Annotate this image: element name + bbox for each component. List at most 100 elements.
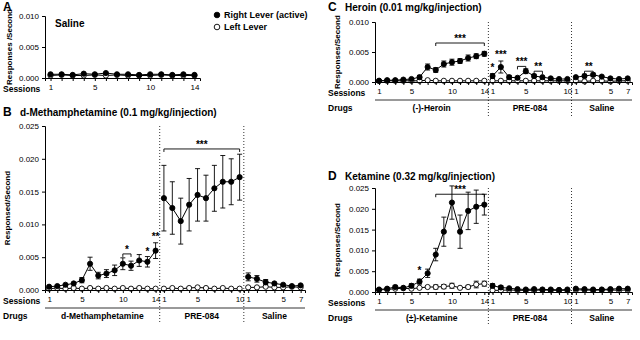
error-cap (120, 269, 125, 270)
y-axis-title: Responses/Second (333, 15, 342, 89)
data-point (104, 271, 109, 276)
data-point (137, 73, 142, 78)
y-tick-label: 0.005 (349, 267, 370, 276)
error-cap (433, 248, 438, 249)
x-tick-mark (139, 78, 140, 81)
error-cap (246, 272, 251, 273)
error-cap (203, 221, 208, 222)
significance-label: *** (454, 33, 466, 44)
x-tick: 1 (377, 82, 382, 96)
y-tick-label: 0.010 (19, 12, 40, 21)
data-point (79, 278, 84, 283)
x-tick-mark (115, 290, 116, 293)
drug-label: PRE-084 (513, 103, 548, 113)
data-point (385, 286, 390, 291)
error-cap (195, 221, 200, 222)
y-tick-label: 0.000 (349, 288, 370, 297)
x-tick (223, 290, 224, 293)
legend-label: Left Lever (224, 22, 268, 32)
error-bar (212, 165, 217, 211)
y-tick-label: 0.010 (19, 220, 40, 229)
data-point (482, 51, 487, 56)
x-tick (161, 78, 162, 81)
error-bar (112, 265, 117, 275)
x-tick-label: 5 (524, 87, 529, 96)
x-tick: 5 (609, 292, 614, 306)
error-bar (498, 61, 503, 73)
x-tick (139, 78, 140, 81)
drug-label: Saline (589, 313, 614, 323)
x-tick: 5 (410, 292, 415, 306)
data-point (289, 284, 294, 289)
data-point (254, 276, 259, 281)
error-cap (120, 257, 125, 258)
x-tick-mark (128, 78, 129, 81)
y-tick: 0.000 (349, 288, 375, 297)
x-tick (131, 290, 132, 293)
y-tick-mark (42, 47, 45, 48)
data-point (46, 284, 51, 289)
data-point (298, 283, 303, 288)
x-tick-mark (526, 292, 527, 295)
y-tick-mark (42, 159, 45, 160)
error-bar (449, 59, 454, 65)
segment-separator (488, 188, 489, 326)
data-point (401, 77, 406, 82)
series-line (164, 177, 240, 221)
data-point (137, 258, 142, 263)
x-tick-label: 1 (491, 297, 496, 306)
error-cap (425, 277, 430, 278)
data-point (466, 284, 471, 289)
legend-marker (214, 24, 220, 30)
y-tick-mark (42, 290, 45, 291)
data-point (71, 281, 76, 286)
panel-title: Ketamine (0.32 mg/kg/injection) (345, 171, 495, 182)
data-point (92, 72, 97, 77)
data-point (178, 219, 183, 224)
x-tick-mark (584, 292, 585, 295)
x-tick-mark (452, 82, 453, 85)
x-tick-mark (73, 78, 74, 81)
x-tick-mark (301, 290, 302, 293)
annotations: **** (418, 184, 485, 276)
panel: Bd-Methamphetamine (0.1 mg/kg/injection)… (3, 105, 306, 324)
x-tick-mark (189, 290, 190, 293)
y-tick-label: 0.015 (349, 226, 370, 235)
data-point (401, 285, 406, 290)
error-bar (79, 278, 84, 283)
error-cap (229, 204, 234, 205)
data-point (582, 287, 587, 292)
error-bar (433, 285, 438, 289)
data-point (599, 287, 604, 292)
x-tick-mark (283, 290, 284, 293)
y-tick: 0.000 (349, 78, 375, 87)
x-tick-mark (468, 82, 469, 85)
data-point (441, 229, 446, 234)
data-point (532, 286, 537, 291)
x-tick-mark (576, 292, 577, 295)
x-tick-label: 14 (152, 295, 161, 304)
legend: Right Lever (active)Left Lever (214, 10, 307, 32)
y-tick: 0.005 (349, 267, 375, 276)
error-bar (178, 198, 183, 244)
y-tick-label: 0.020 (349, 205, 370, 214)
x-tick-mark (584, 82, 585, 85)
x-tick-mark (509, 82, 510, 85)
error-cap (129, 261, 134, 262)
data-point (548, 287, 553, 292)
data-point (263, 280, 268, 285)
x-tick (509, 292, 510, 295)
x-tick: 7 (626, 292, 631, 306)
x-tick (147, 290, 148, 293)
error-cap (433, 260, 438, 261)
error-cap (153, 258, 158, 259)
x-tick-mark (542, 292, 543, 295)
error-bar (137, 255, 142, 267)
x-tick-mark (411, 82, 412, 85)
x-tick: 1 (491, 82, 496, 96)
error-bar (433, 68, 438, 73)
y-tick-mark (372, 292, 375, 293)
x-axis-title: Sessions (328, 298, 366, 308)
error-bar (482, 51, 487, 56)
x-tick-mark (106, 78, 107, 81)
